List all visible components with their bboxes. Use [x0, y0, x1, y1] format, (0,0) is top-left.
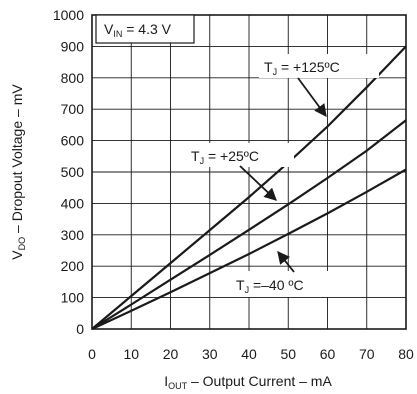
y-tick-label: 300	[61, 227, 85, 243]
condition-label: VIN = 4.3 V	[104, 21, 172, 39]
x-tick-label: 50	[280, 346, 296, 362]
series-lines	[91, 45, 407, 330]
y-tick-label: 700	[61, 101, 85, 117]
y-tick-label: 200	[61, 258, 85, 274]
x-tick-label: 0	[88, 346, 96, 362]
arrow-25	[239, 165, 277, 201]
y-tick-label: 500	[61, 164, 85, 180]
x-axis-label: IOUT – Output Current – mA	[164, 373, 332, 391]
series-label-125-bg	[259, 54, 379, 78]
condition-box	[95, 14, 195, 44]
plot-frame	[91, 14, 407, 330]
x-tick-label: 70	[359, 346, 375, 362]
y-tick-label: 400	[61, 195, 85, 211]
y-tick-label: 1000	[53, 7, 84, 23]
y-tick-label: 0	[76, 321, 84, 337]
x-tick-label: 40	[241, 346, 257, 362]
series-label-m40: TJ =–40 ºC	[236, 277, 304, 295]
arrow-125	[297, 77, 327, 118]
series-line-2	[91, 168, 407, 330]
series-line-0	[91, 45, 407, 330]
x-tick-label: 80	[398, 346, 414, 362]
tick-labels: 0 10 20 30 40 50 60 70 8001002003004005006007008…	[53, 7, 414, 362]
series-label-125: TJ = +125ºC	[264, 59, 340, 77]
y-axis-label: VDO – Dropout Voltage – mV	[9, 84, 27, 260]
series-label-m40-bg	[232, 271, 328, 297]
series-label-25: TJ = +25ºC	[191, 148, 259, 166]
y-tick-label: 900	[61, 38, 85, 54]
series-line-1	[91, 119, 407, 330]
x-tick-label: 60	[320, 346, 336, 362]
y-tick-label: 100	[61, 290, 85, 306]
x-tick-label: 20	[163, 346, 179, 362]
y-tick-label: 800	[61, 70, 85, 86]
x-tick-label: 10	[123, 346, 139, 362]
arrow-m40	[277, 251, 295, 273]
x-tick-label: 30	[202, 346, 218, 362]
y-tick-label: 600	[61, 133, 85, 149]
series-label-25-bg	[186, 143, 294, 167]
